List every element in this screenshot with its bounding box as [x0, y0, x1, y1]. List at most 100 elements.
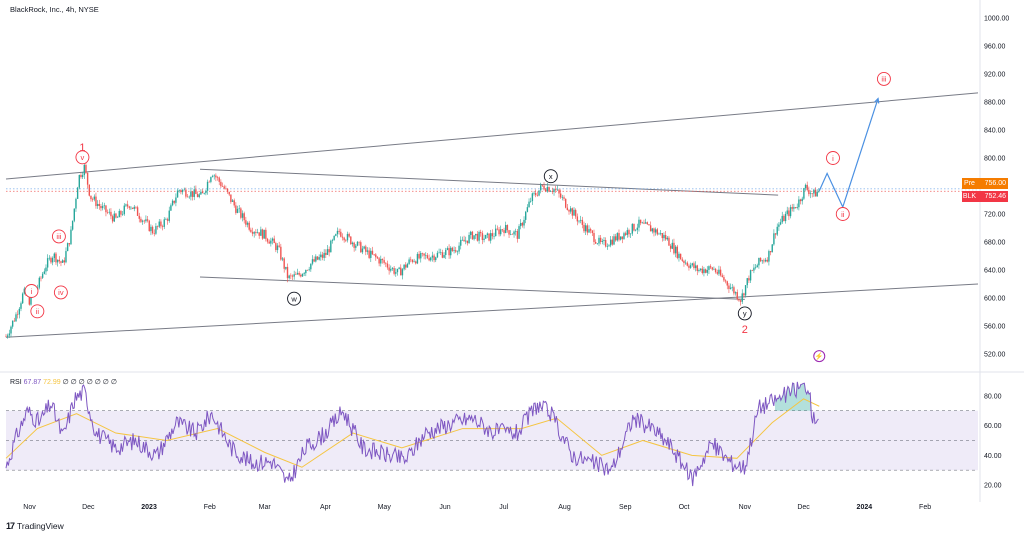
candle-body [713, 268, 715, 270]
candle-body [678, 253, 680, 258]
candle-body [774, 233, 777, 235]
candle-body [598, 237, 600, 244]
trend-channel-line [5, 283, 979, 338]
candle-body [724, 280, 727, 282]
candle-body [711, 267, 713, 270]
candle-body [629, 233, 632, 235]
candle-body [496, 228, 499, 230]
wave-label: iii [881, 75, 886, 84]
candle-body [271, 238, 274, 241]
candle-body [571, 208, 574, 216]
candle-body [43, 271, 46, 274]
last-value: 752.46 [984, 193, 1006, 201]
candle-body [511, 234, 514, 235]
candle-body [490, 233, 492, 241]
candle-body [461, 239, 464, 241]
candle-body [729, 287, 732, 289]
candle-body [45, 267, 47, 272]
candle-body [13, 320, 16, 322]
candle-body [528, 201, 530, 208]
candle-body [798, 199, 800, 208]
candle-body [423, 253, 425, 256]
candle-body [65, 251, 67, 263]
candle-body [714, 268, 717, 273]
wave-label: iv [58, 288, 64, 297]
candle-body [118, 210, 120, 218]
candle-body [113, 213, 115, 222]
candle-body [591, 230, 594, 234]
candle-body [213, 175, 215, 177]
candle-body [375, 254, 377, 258]
candle-body [654, 229, 657, 233]
brand-name: TradingView [17, 521, 64, 531]
earnings-marker-icon [813, 350, 826, 363]
candle-body [708, 266, 710, 270]
candle-body [671, 242, 673, 249]
candle-body [83, 164, 85, 176]
wave-label: i [31, 287, 33, 296]
candle-body [658, 233, 660, 235]
candle-body [505, 225, 507, 233]
candle-body [76, 187, 79, 199]
candle-body [576, 216, 579, 222]
candle-body [771, 244, 773, 253]
candle-body [340, 231, 342, 237]
candle-body [278, 245, 280, 247]
candle-body [551, 191, 554, 192]
candle-body [413, 261, 415, 263]
candle-body [366, 250, 369, 252]
candle-body [510, 234, 512, 235]
candle-body [736, 292, 738, 300]
candle-body [328, 249, 330, 253]
candle-body [10, 326, 12, 334]
candle-body [320, 254, 322, 258]
candle-body [561, 197, 564, 198]
candle-body [58, 259, 61, 262]
tradingview-brand[interactable]: 17 TradingView [6, 521, 64, 531]
candle-body [23, 288, 26, 294]
candle-body [698, 269, 700, 271]
candle-body [599, 237, 602, 242]
candle-body [533, 192, 535, 194]
candle-body [123, 205, 125, 215]
candle-body [588, 229, 590, 233]
candle-body [126, 204, 129, 207]
candle-body [88, 184, 90, 196]
candle-body [106, 212, 109, 213]
time-axis-tick-label: Nov [23, 504, 36, 511]
candle-body [61, 260, 64, 263]
candle-body [420, 253, 422, 259]
candle-body [539, 185, 542, 191]
price-axis-tick-label: 920.00 [984, 72, 1006, 79]
candle-body [361, 248, 364, 253]
candle-body [621, 236, 624, 239]
price-axis-tick-label: 840.00 [984, 128, 1006, 135]
candle-body [693, 263, 695, 269]
candle-body [381, 258, 384, 261]
candle-body [315, 256, 317, 262]
candle-body [128, 206, 130, 208]
candle-body [235, 205, 237, 213]
candle-body [425, 255, 427, 256]
candle-body [216, 177, 219, 178]
candle-body [143, 220, 145, 222]
candle-body [161, 226, 164, 227]
candle-body [456, 251, 459, 253]
candle-body [689, 265, 692, 268]
candle-body [415, 261, 417, 264]
candle-body [395, 272, 397, 274]
candle-body [141, 220, 144, 222]
candle-body [81, 175, 84, 178]
candle-body [111, 216, 114, 222]
wave-label-circle [51, 229, 66, 244]
candle-body [744, 285, 747, 296]
candle-body [520, 222, 522, 227]
candle-body [158, 221, 160, 227]
candle-body [5, 336, 7, 338]
candle-body [649, 225, 652, 232]
candle-body [293, 274, 295, 277]
time-axis-tick-label: 2024 [857, 504, 873, 511]
candle-body [295, 274, 297, 275]
candle-body [298, 272, 300, 275]
